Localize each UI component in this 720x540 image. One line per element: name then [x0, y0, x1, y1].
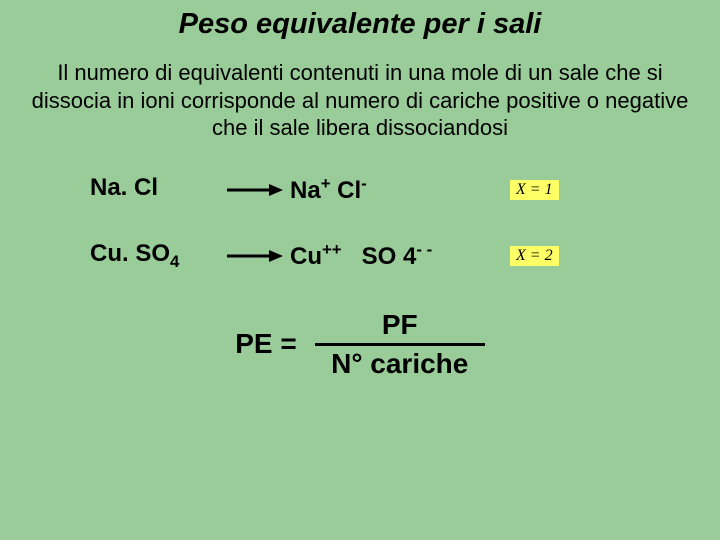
formula-block: PE = PF N° cariche	[0, 309, 720, 380]
x-badge: X = 2	[510, 246, 559, 266]
reaction-row: Cu. SO4 Cu++ SO 4- - X = 2	[90, 238, 720, 274]
fraction-line	[315, 343, 485, 346]
reactant: Na. Cl	[90, 174, 220, 206]
reactant-sub: 4	[170, 251, 179, 270]
reactions-block: Na. Cl Na+ Cl- X = 1 Cu. SO4 Cu++ SO 4- …	[0, 172, 720, 274]
reaction-row: Na. Cl Na+ Cl- X = 1	[90, 172, 720, 208]
reactant-base: Na. Cl	[90, 174, 158, 201]
fraction-numerator: PF	[374, 309, 426, 341]
reactant-base: Cu. SO	[90, 240, 170, 267]
reactant: Cu. SO4	[90, 240, 220, 272]
fraction-denominator: N° cariche	[323, 348, 476, 380]
x-badge: X = 1	[510, 180, 559, 200]
products: Na+ Cl-	[290, 174, 490, 205]
formula-left: PE =	[235, 328, 296, 360]
arrow-icon	[220, 246, 290, 266]
slide-title: Peso equivalente per i sali	[0, 0, 720, 41]
fraction: PF N° cariche	[315, 309, 485, 380]
arrow-icon	[220, 180, 290, 200]
products: Cu++ SO 4- -	[290, 240, 490, 271]
description-text: Il numero di equivalenti contenuti in un…	[0, 41, 720, 142]
